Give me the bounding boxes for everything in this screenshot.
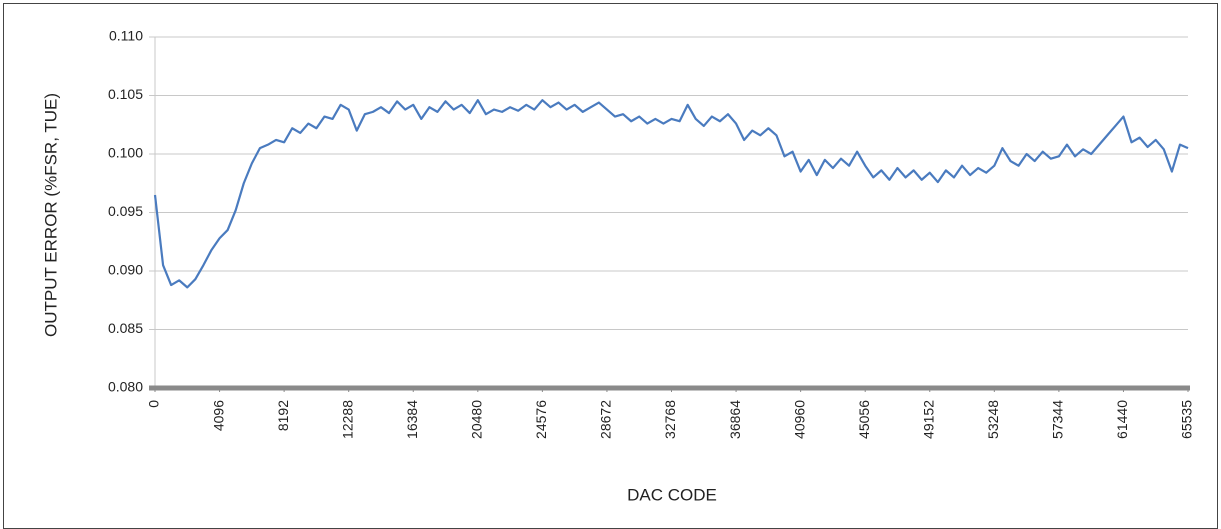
x-tick-label: 8192 xyxy=(275,400,291,431)
x-tick-label: 24576 xyxy=(533,400,549,439)
x-tick-label: 49152 xyxy=(920,400,936,439)
x-tick-label: 32768 xyxy=(662,400,678,439)
data-line xyxy=(153,99,1189,289)
y-tick-label: 0.095 xyxy=(108,203,143,219)
y-tick-label: 0.090 xyxy=(108,262,143,278)
x-tick-label: 20480 xyxy=(469,400,485,439)
y-tick-label: 0.080 xyxy=(108,379,143,395)
y-tick-label: 0.100 xyxy=(108,145,143,161)
x-tick-label: 4096 xyxy=(210,400,226,431)
x-tick-label: 12288 xyxy=(339,400,355,439)
y-tick-label: 0.085 xyxy=(108,320,143,336)
x-tick-label: 45056 xyxy=(856,400,872,439)
x-tick-label: 57344 xyxy=(1050,400,1066,439)
x-tick-label: 53248 xyxy=(985,400,1001,439)
x-tick-label: 28672 xyxy=(598,400,614,439)
x-axis-title: DAC CODE xyxy=(627,485,717,504)
frame xyxy=(3,3,1218,529)
x-tick-label: 61440 xyxy=(1114,400,1130,439)
y-tick-label: 0.105 xyxy=(108,86,143,102)
x-tick-label: 36864 xyxy=(727,400,743,439)
x-tick-label: 40960 xyxy=(791,400,807,439)
y-tick-label: 0.110 xyxy=(109,28,143,44)
x-tick-label: 65535 xyxy=(1179,400,1195,439)
y-axis-title: OUTPUT ERROR (%FSR, TUE) xyxy=(41,93,60,337)
x-tick-label: 0 xyxy=(146,400,162,408)
x-tick-label: 16384 xyxy=(404,400,420,439)
